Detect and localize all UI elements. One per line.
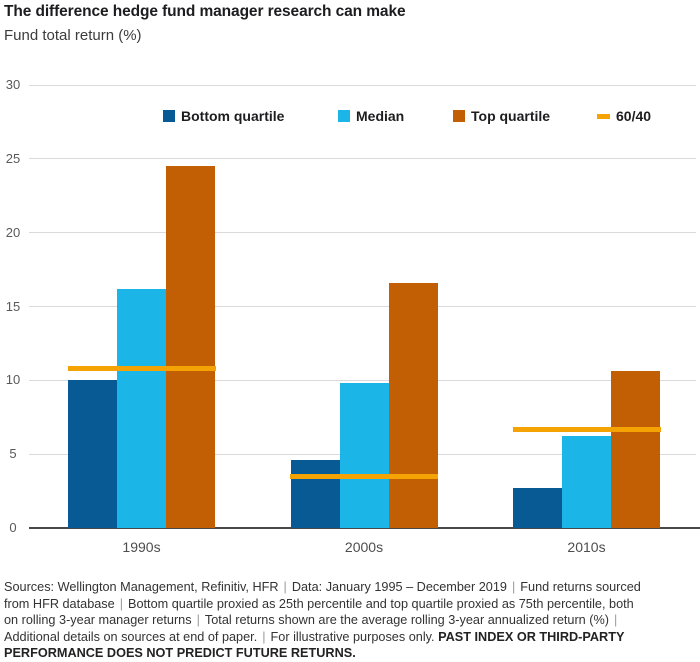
legend-item-bottom-quartile: Bottom quartile: [163, 108, 285, 124]
footnote-text: PERFORMANCE DOES NOT PREDICT FUTURE RETU…: [4, 646, 356, 661]
footnote-text: Fund returns sourced: [520, 580, 641, 594]
footnote-text: Total returns shown are the average roll…: [204, 613, 609, 628]
legend-item-median: Median: [338, 108, 405, 124]
bar-top-quartile-2000s: [388, 282, 438, 528]
legend-swatch-top-quartile: [453, 110, 465, 122]
footnote-separator: |: [511, 580, 516, 594]
line-60-40-1990s: [67, 366, 216, 372]
footnote-text: PAST INDEX OR THIRD-PARTY: [438, 629, 625, 644]
y-tick-label-10: 10: [5, 372, 21, 388]
source-footnote: Sources: Wellington Management, Refiniti…: [4, 579, 698, 662]
y-tick-label-20: 20: [5, 224, 21, 240]
legend-item-60-40: 60/40: [597, 108, 652, 124]
footnote-separator: |: [119, 596, 124, 611]
line-60-40-2000s: [290, 473, 438, 479]
source-footnote-line-3: on rolling 3-year manager returns | Total …: [4, 612, 698, 629]
source-footnote-line-5: PERFORMANCE DOES NOT PREDICT FUTURE RETU…: [4, 645, 698, 662]
x-category-label-2010s: 2010s: [567, 539, 606, 555]
source-footnote-line-2: from HFR database | Bottom quartile proxie…: [4, 596, 698, 613]
x-axis-line: [29, 527, 700, 529]
footnote-separator: |: [262, 629, 266, 644]
bar-median-2000s: [339, 383, 389, 528]
bar-bottom-quartile-2010s: [513, 488, 562, 528]
x-category-label-1990s: 1990s: [122, 539, 161, 555]
footnote-text: Sources: Wellington Management, Refiniti…: [4, 580, 279, 594]
gridline-y-30: [29, 84, 696, 86]
bar-median-2010s: [562, 436, 611, 528]
footnote-text: on rolling 3-year manager returns: [4, 613, 192, 628]
legend-label-median: Median: [356, 108, 405, 124]
footnote-text: Bottom quartile proxied as 25th percenti…: [128, 596, 634, 611]
gridline-y-25: [29, 158, 696, 160]
gridline-y-20: [29, 232, 696, 234]
gridline-y-10: [29, 379, 696, 381]
legend-swatch-60-40: [597, 113, 610, 119]
line-60-40-2010s: [512, 426, 661, 432]
legend-swatch-bottom-quartile: [163, 110, 175, 122]
bar-chart-plot: 0 5 10 15 20 25 30 1990s 2000s 2010s Bottom quarti…: [5, 77, 700, 555]
bar-median-1990s: [117, 288, 166, 528]
bar-top-quartile-1990s: [166, 166, 215, 528]
footnote-text: from HFR database: [4, 596, 115, 611]
x-category-label-2000s: 2000s: [344, 539, 384, 555]
footnote-separator: |: [196, 613, 200, 628]
footnote-text: For illustrative purposes only.: [270, 629, 439, 644]
gridline-y-15: [29, 306, 696, 307]
y-tick-label-0: 0: [9, 520, 17, 535]
y-tick-label-30: 30: [5, 77, 21, 92]
y-tick-label-15: 15: [5, 298, 21, 314]
footnote-separator: |: [283, 580, 287, 594]
legend-swatch-median: [338, 110, 350, 122]
bar-top-quartile-2010s: [611, 371, 660, 528]
chart-title: The difference hedge fund manager resear…: [4, 3, 406, 20]
legend-label-60-40: 60/40: [616, 108, 652, 124]
legend-label-top-quartile: Top quartile: [471, 108, 551, 124]
chart-subtitle: Fund total return (%): [4, 27, 142, 44]
source-footnote-line-4: Additional details on sources at end of …: [4, 629, 698, 646]
legend-label-bottom-quartile: Bottom quartile: [181, 108, 285, 124]
y-tick-label-5: 5: [9, 446, 17, 462]
y-tick-label-25: 25: [5, 150, 21, 166]
legend-item-top-quartile: Top quartile: [453, 108, 551, 124]
footnote-text: Data: January 1995 – December 2019: [291, 580, 507, 594]
bar-bottom-quartile-1990s: [68, 380, 117, 528]
footnote-text: Additional details on sources at end of …: [4, 629, 258, 644]
bar-bottom-quartile-2000s: [290, 460, 340, 528]
footnote-separator: |: [614, 613, 618, 628]
source-footnote-line-1: Sources: Wellington Management, Refiniti…: [4, 579, 698, 596]
